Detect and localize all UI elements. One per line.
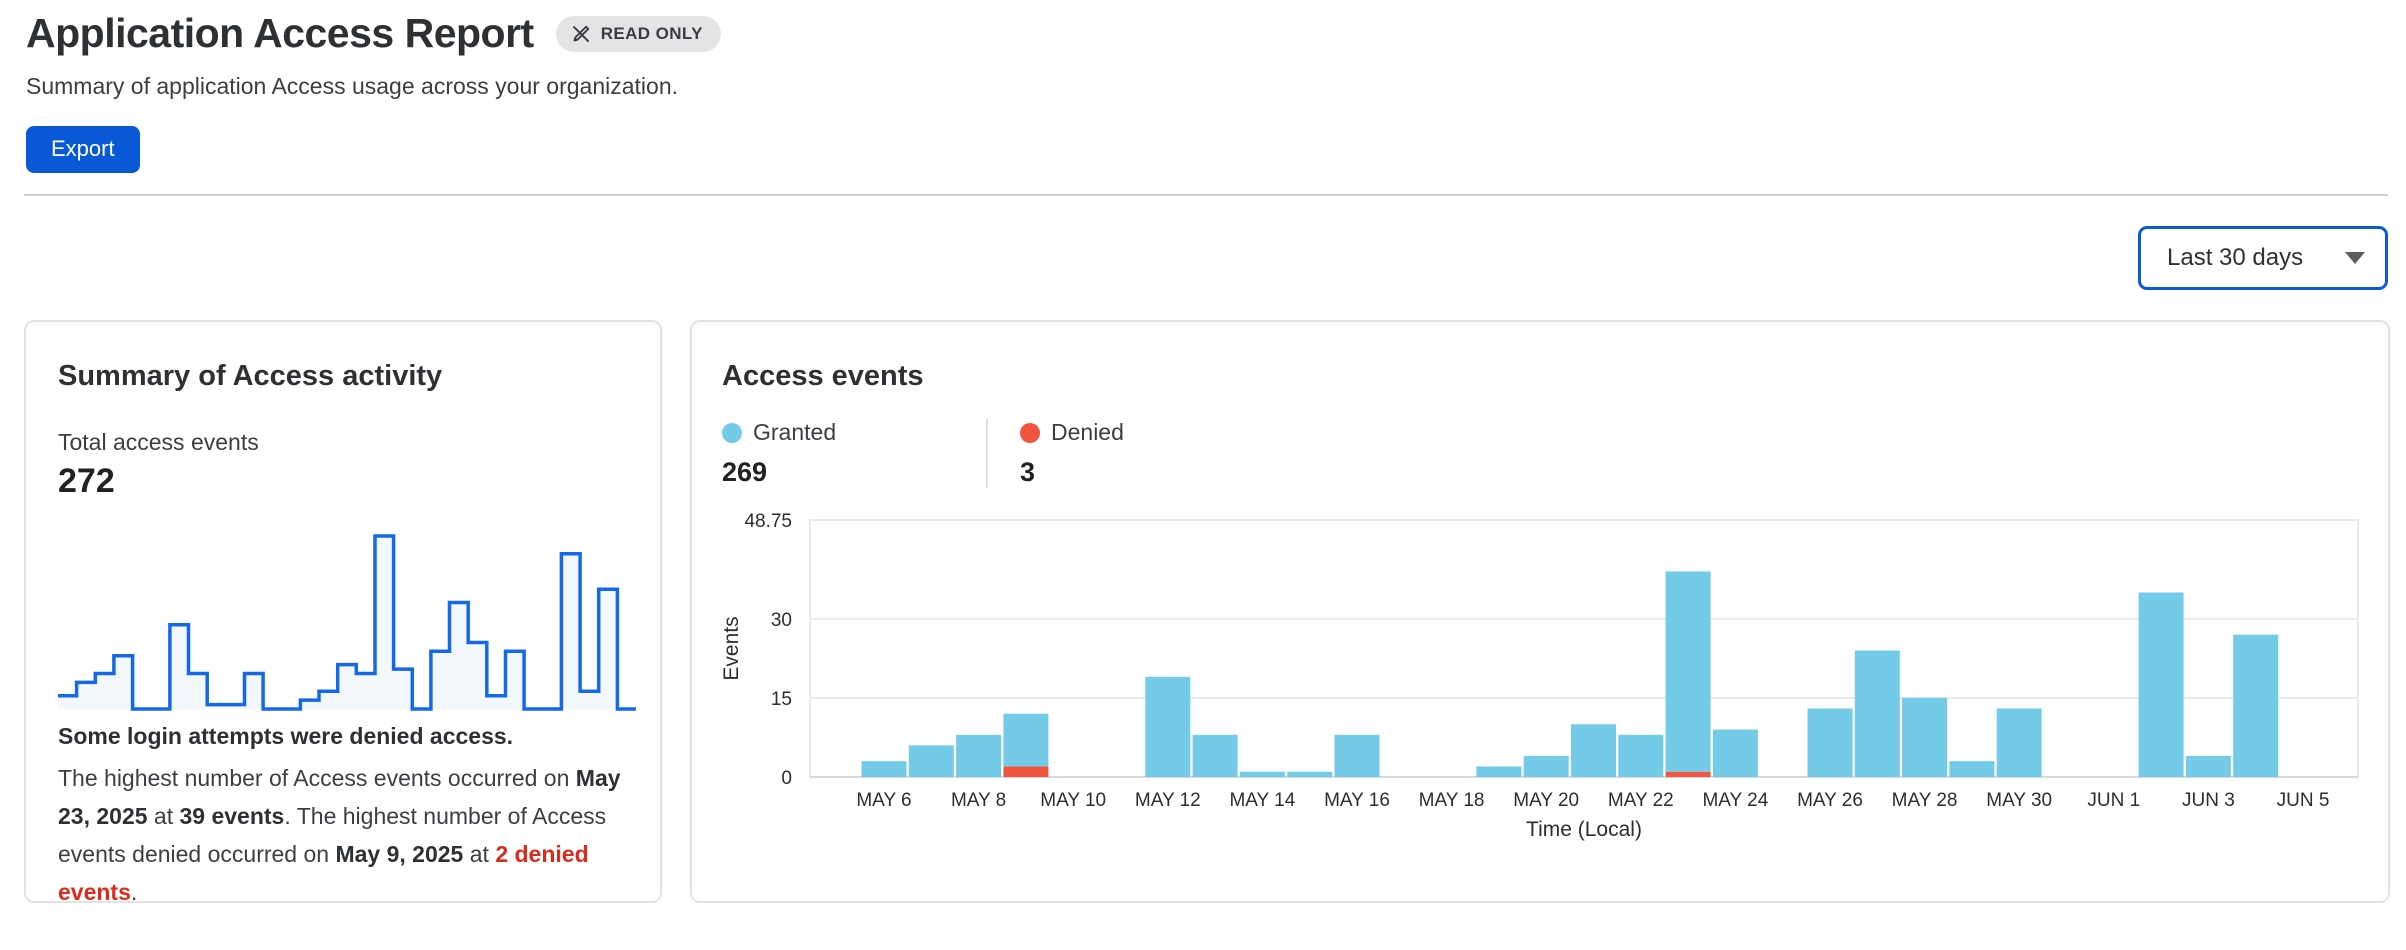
legend-item-denied: Denied 3 bbox=[986, 419, 1124, 488]
denied-legend-value: 3 bbox=[1020, 457, 1036, 487]
access-activity-sparkline bbox=[58, 534, 636, 711]
alert-text-part: 39 events bbox=[179, 803, 285, 829]
bar-segment-granted bbox=[1523, 755, 1569, 777]
y-axis-tick-label: 30 bbox=[771, 610, 792, 631]
bar-segment-granted bbox=[1145, 676, 1191, 777]
bar-segment-granted bbox=[908, 745, 954, 777]
total-events-label: Total access events bbox=[58, 429, 259, 455]
time-range-selected-value: Last 30 days bbox=[2167, 244, 2304, 271]
bar-segment-granted bbox=[1807, 708, 1853, 777]
bar-segment-granted bbox=[956, 734, 1002, 777]
summary-card-title: Summary of Access activity bbox=[58, 360, 443, 392]
cards-row: Summary of Access activity Total access … bbox=[24, 320, 2390, 905]
x-axis-tick-label: MAY 10 bbox=[1040, 790, 1106, 811]
bar-segment-granted bbox=[1618, 734, 1664, 777]
x-axis-tick-label: MAY 22 bbox=[1608, 790, 1674, 811]
x-axis-tick-label: MAY 8 bbox=[951, 790, 1006, 811]
page-title: Application Access Report bbox=[26, 10, 534, 56]
y-axis-tick-label: 15 bbox=[771, 689, 792, 710]
controls-row: Last 30 days bbox=[0, 226, 2388, 290]
total-events-value: 272 bbox=[58, 462, 115, 500]
header-divider bbox=[24, 194, 2388, 196]
chevron-down-icon bbox=[2345, 252, 2365, 264]
chart-legend: Granted 269 Denied 3 bbox=[722, 419, 2358, 488]
access-events-card: Access events Granted 269 Denied 3 bbox=[690, 320, 2390, 903]
bar-segment-granted bbox=[2233, 634, 2279, 777]
time-range-select[interactable]: Last 30 days bbox=[2138, 226, 2388, 290]
bar-segment-granted bbox=[1902, 697, 1948, 777]
legend-item-granted: Granted 269 bbox=[722, 419, 986, 488]
page-subtitle: Summary of application Access usage acro… bbox=[26, 73, 678, 99]
export-button[interactable]: Export bbox=[26, 126, 140, 173]
x-axis-tick-label: JUN 1 bbox=[2087, 790, 2140, 811]
x-axis-tick-label: MAY 6 bbox=[856, 790, 911, 811]
x-axis-tick-label: MAY 28 bbox=[1892, 790, 1958, 811]
x-axis-tick-label: MAY 24 bbox=[1702, 790, 1768, 811]
alert-text-part: The highest number of Access events occu… bbox=[58, 765, 576, 791]
x-axis-tick-label: JUN 3 bbox=[2182, 790, 2235, 811]
bar-segment-granted bbox=[1192, 734, 1238, 777]
alert-text-part: . bbox=[130, 879, 138, 905]
x-axis-tick-label: MAY 14 bbox=[1229, 790, 1295, 811]
access-events-bar-chart: 0 15 30 48.75 MAY 6 MAY 8 MAY 10 MAY 12 MAY 14 MA… bbox=[722, 511, 2359, 841]
granted-legend-label: Granted bbox=[753, 419, 837, 445]
bar-segment-granted bbox=[1996, 708, 2042, 777]
bar-segment-denied bbox=[1665, 771, 1711, 777]
sparkline-line bbox=[58, 534, 636, 711]
alert-text-part: at bbox=[147, 803, 180, 829]
page-header: Application Access Report READ ONLY bbox=[26, 10, 2406, 57]
denied-access-alert-text: The highest number of Access events occu… bbox=[58, 759, 628, 911]
bar-segment-granted bbox=[1665, 571, 1711, 772]
x-axis-tick-label: MAY 18 bbox=[1419, 790, 1485, 811]
x-axis-tick-label: MAY 12 bbox=[1135, 790, 1201, 811]
bar-segment-granted bbox=[1854, 650, 1900, 777]
x-axis-title: Time (Local) bbox=[1526, 818, 1642, 841]
bar-segment-granted bbox=[2138, 592, 2184, 777]
access-events-card-title: Access events bbox=[722, 360, 924, 392]
bar-segment-granted bbox=[2185, 755, 2231, 777]
y-axis-tick-label: 0 bbox=[781, 768, 792, 789]
bar-segment-granted bbox=[1571, 724, 1616, 777]
application-access-report-page: Application Access Report READ ONLY Summ… bbox=[0, 10, 2406, 905]
alert-text-part: . The highest number of Access events de… bbox=[58, 803, 607, 867]
bar-segment-granted bbox=[1287, 771, 1333, 777]
denied-events-highlight: 2 denied events bbox=[58, 841, 589, 905]
x-axis-tick-label: JUN 5 bbox=[2277, 790, 2330, 811]
alert-text-part: May 23, 2025 bbox=[58, 765, 621, 829]
bar-segment-granted bbox=[1334, 734, 1380, 777]
bar-segment-denied bbox=[1003, 766, 1049, 777]
bar-segment-granted bbox=[1712, 729, 1758, 777]
granted-legend-dot-icon bbox=[722, 422, 742, 443]
bar-segment-granted bbox=[1476, 766, 1522, 777]
read-only-pencil-slash-icon bbox=[570, 23, 592, 45]
alert-text-part: May 9, 2025 bbox=[335, 841, 464, 867]
x-axis-tick-label: MAY 20 bbox=[1513, 790, 1579, 811]
denied-access-alert-title: Some login attempts were denied access. bbox=[58, 723, 514, 749]
summary-card: Summary of Access activity Total access … bbox=[24, 320, 662, 905]
x-axis-tick-label: MAY 26 bbox=[1797, 790, 1863, 811]
denied-legend-dot-icon bbox=[1020, 422, 1040, 443]
granted-legend-value: 269 bbox=[722, 457, 768, 487]
read-only-badge-label: READ ONLY bbox=[600, 23, 703, 43]
bar-segment-granted bbox=[1949, 761, 1995, 777]
y-axis-title: Events bbox=[722, 616, 743, 680]
bar-segment-granted bbox=[1239, 771, 1285, 777]
bar-segment-granted bbox=[861, 761, 907, 777]
read-only-badge: READ ONLY bbox=[555, 15, 721, 52]
denied-legend-label: Denied bbox=[1051, 419, 1124, 445]
bar-segment-granted bbox=[1003, 713, 1049, 767]
sparkline-area bbox=[58, 536, 636, 709]
x-axis-tick-label: MAY 16 bbox=[1324, 790, 1390, 811]
y-axis-tick-label: 48.75 bbox=[744, 511, 792, 532]
alert-text-part: at bbox=[463, 841, 496, 867]
x-axis-tick-label: MAY 30 bbox=[1986, 790, 2052, 811]
